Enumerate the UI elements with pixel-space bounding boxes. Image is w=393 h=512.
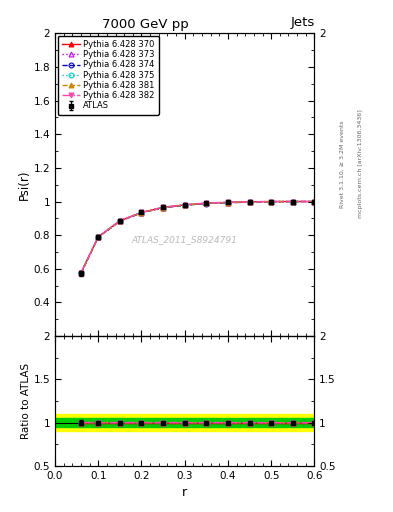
X-axis label: r: r bbox=[182, 486, 187, 499]
Pythia 6.428 375 bbox=[226, 199, 230, 205]
Pythia 6.428 375 bbox=[182, 202, 187, 208]
Pythia 6.428 375 bbox=[312, 199, 317, 205]
Pythia 6.428 375 bbox=[290, 199, 295, 205]
Pythia 6.428 370 bbox=[139, 209, 144, 216]
Pythia 6.428 381 bbox=[269, 199, 274, 205]
Pythia 6.428 375 bbox=[269, 199, 274, 205]
Pythia 6.428 382 bbox=[204, 200, 209, 206]
Pythia 6.428 374 bbox=[96, 234, 101, 240]
Pythia 6.428 374 bbox=[139, 210, 144, 216]
Pythia 6.428 370 bbox=[96, 234, 101, 240]
Pythia 6.428 382 bbox=[118, 218, 122, 224]
Pythia 6.428 370 bbox=[182, 202, 187, 208]
Y-axis label: Psi(r): Psi(r) bbox=[18, 169, 31, 200]
Bar bbox=[55, 414, 314, 431]
Pythia 6.428 373 bbox=[96, 234, 101, 240]
Pythia 6.428 374 bbox=[204, 201, 209, 207]
Pythia 6.428 370 bbox=[226, 199, 230, 205]
Pythia 6.428 375 bbox=[161, 204, 165, 210]
Pythia 6.428 381 bbox=[161, 204, 165, 210]
Pythia 6.428 381 bbox=[247, 199, 252, 205]
Line: Pythia 6.428 375: Pythia 6.428 375 bbox=[79, 199, 317, 275]
Line: Pythia 6.428 373: Pythia 6.428 373 bbox=[79, 199, 317, 275]
Line: Pythia 6.428 381: Pythia 6.428 381 bbox=[79, 199, 317, 275]
Pythia 6.428 375 bbox=[204, 200, 209, 206]
Pythia 6.428 374 bbox=[226, 200, 230, 206]
Pythia 6.428 374 bbox=[290, 199, 295, 205]
Pythia 6.428 382 bbox=[96, 233, 101, 240]
Y-axis label: Ratio to ATLAS: Ratio to ATLAS bbox=[21, 363, 31, 439]
Pythia 6.428 370 bbox=[161, 204, 165, 210]
Pythia 6.428 373 bbox=[161, 204, 165, 210]
Pythia 6.428 381 bbox=[118, 218, 122, 224]
Pythia 6.428 373 bbox=[226, 200, 230, 206]
Pythia 6.428 382 bbox=[161, 204, 165, 210]
Pythia 6.428 381 bbox=[182, 202, 187, 208]
Pythia 6.428 382 bbox=[312, 199, 317, 205]
Pythia 6.428 382 bbox=[139, 209, 144, 216]
Pythia 6.428 381 bbox=[290, 199, 295, 205]
Title: 7000 GeV pp: 7000 GeV pp bbox=[103, 18, 189, 31]
Pythia 6.428 375 bbox=[139, 209, 144, 216]
Pythia 6.428 382 bbox=[290, 199, 295, 205]
Pythia 6.428 370 bbox=[312, 199, 317, 205]
Pythia 6.428 382 bbox=[269, 199, 274, 205]
Pythia 6.428 370 bbox=[290, 199, 295, 205]
Pythia 6.428 381 bbox=[79, 270, 83, 276]
Line: Pythia 6.428 374: Pythia 6.428 374 bbox=[79, 199, 317, 276]
Pythia 6.428 382 bbox=[79, 270, 83, 276]
Pythia 6.428 370 bbox=[118, 218, 122, 224]
Pythia 6.428 374 bbox=[161, 205, 165, 211]
Legend: Pythia 6.428 370, Pythia 6.428 373, Pythia 6.428 374, Pythia 6.428 375, Pythia 6: Pythia 6.428 370, Pythia 6.428 373, Pyth… bbox=[57, 36, 159, 115]
Pythia 6.428 374 bbox=[312, 199, 317, 205]
Pythia 6.428 374 bbox=[247, 199, 252, 205]
Pythia 6.428 381 bbox=[226, 200, 230, 206]
Pythia 6.428 374 bbox=[79, 270, 83, 276]
Pythia 6.428 382 bbox=[226, 199, 230, 205]
Pythia 6.428 374 bbox=[182, 202, 187, 208]
Pythia 6.428 375 bbox=[118, 218, 122, 224]
Pythia 6.428 381 bbox=[204, 200, 209, 206]
Line: Pythia 6.428 370: Pythia 6.428 370 bbox=[79, 199, 317, 275]
Pythia 6.428 375 bbox=[96, 233, 101, 240]
Pythia 6.428 382 bbox=[247, 199, 252, 205]
Pythia 6.428 370 bbox=[79, 270, 83, 276]
Pythia 6.428 373 bbox=[290, 199, 295, 205]
Pythia 6.428 373 bbox=[139, 209, 144, 216]
Pythia 6.428 375 bbox=[79, 270, 83, 276]
Pythia 6.428 381 bbox=[312, 199, 317, 205]
Pythia 6.428 373 bbox=[312, 199, 317, 205]
Pythia 6.428 373 bbox=[118, 218, 122, 224]
Text: mcplots.cern.ch [arXiv:1306.3436]: mcplots.cern.ch [arXiv:1306.3436] bbox=[358, 110, 363, 218]
Pythia 6.428 374 bbox=[118, 218, 122, 224]
Pythia 6.428 373 bbox=[204, 200, 209, 206]
Pythia 6.428 375 bbox=[247, 199, 252, 205]
Pythia 6.428 373 bbox=[247, 199, 252, 205]
Pythia 6.428 373 bbox=[269, 199, 274, 205]
Pythia 6.428 381 bbox=[139, 209, 144, 216]
Line: Pythia 6.428 382: Pythia 6.428 382 bbox=[79, 199, 317, 275]
Text: Jets: Jets bbox=[290, 16, 314, 29]
Pythia 6.428 373 bbox=[182, 202, 187, 208]
Bar bbox=[55, 418, 314, 427]
Pythia 6.428 381 bbox=[96, 234, 101, 240]
Pythia 6.428 373 bbox=[79, 270, 83, 276]
Pythia 6.428 370 bbox=[247, 199, 252, 205]
Pythia 6.428 374 bbox=[269, 199, 274, 205]
Pythia 6.428 370 bbox=[269, 199, 274, 205]
Text: Rivet 3.1.10, ≥ 3.2M events: Rivet 3.1.10, ≥ 3.2M events bbox=[340, 120, 345, 208]
Text: ATLAS_2011_S8924791: ATLAS_2011_S8924791 bbox=[132, 234, 238, 244]
Pythia 6.428 382 bbox=[182, 202, 187, 208]
Pythia 6.428 370 bbox=[204, 200, 209, 206]
